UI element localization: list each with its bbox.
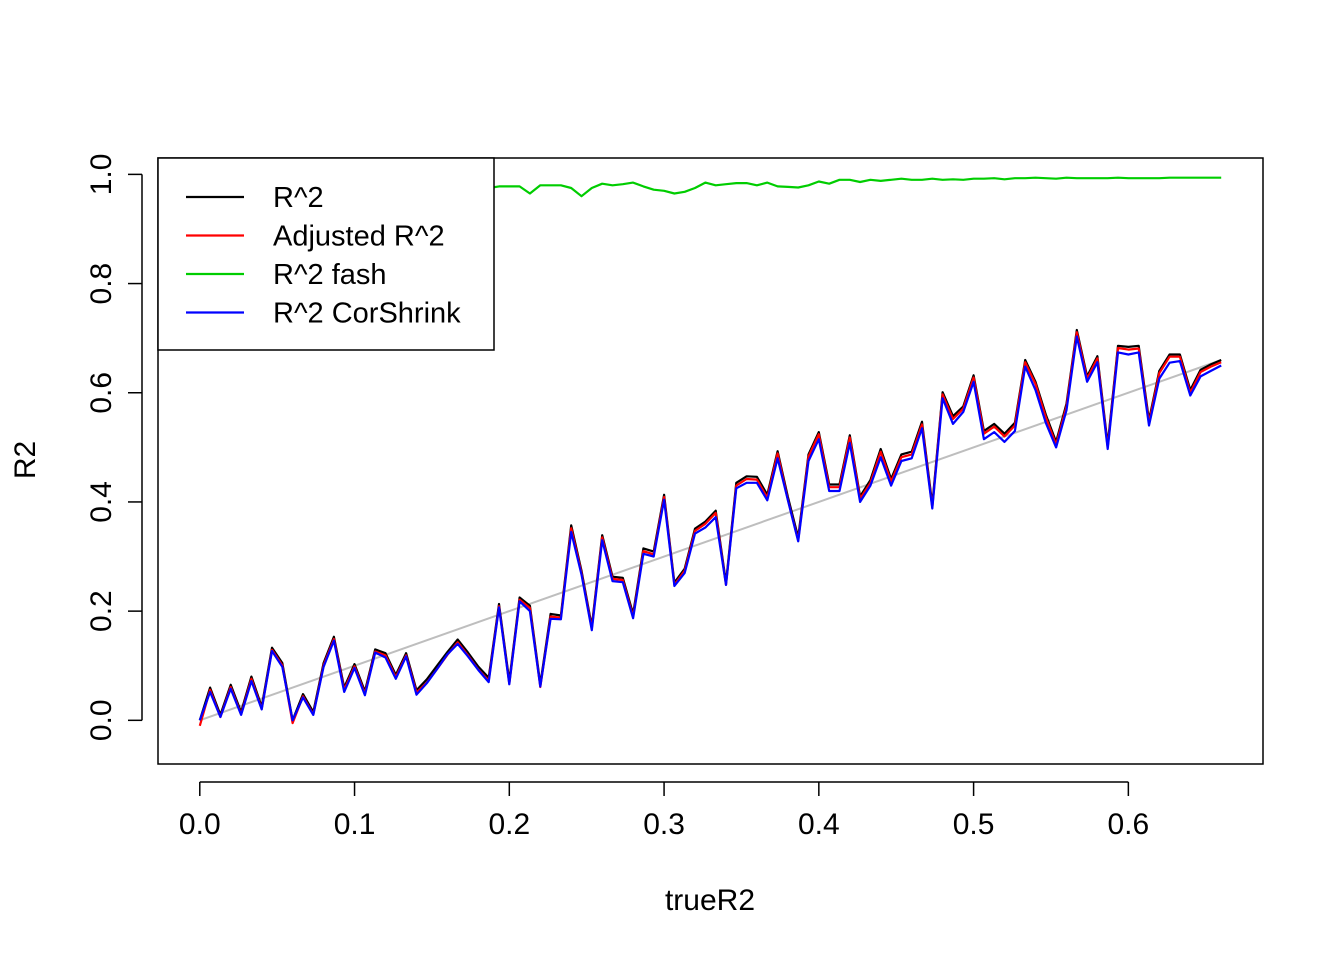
legend-entry-label: R^2 CorShrink (273, 298, 461, 330)
legend-box (157, 157, 495, 351)
y-tick-label: 0.4 (85, 481, 118, 523)
y-tick-label: 1.0 (85, 154, 118, 196)
series-line-r-2-corshrink (198, 335, 1222, 722)
x-axis-label: trueR2 (665, 884, 755, 917)
y-axis-label: R2 (9, 441, 42, 479)
plot-frame (157, 157, 1264, 765)
y-tick-label: 0.0 (85, 699, 118, 741)
legend: R^2 Adjusted R^2 R^2 fash R^2 CorShrink (157, 157, 495, 351)
x-tick-label: 0.0 (179, 808, 221, 841)
y-tick-label: 0.8 (85, 263, 118, 305)
x-tick-label: 0.3 (643, 808, 685, 841)
legend-entry-label: R^2 fash (273, 259, 387, 291)
legend-entry-label: Adjusted R^2 (273, 221, 445, 253)
x-tick-label: 0.5 (953, 808, 995, 841)
axes: 0.0 0.1 0.2 0.3 0.4 0.5 0.6 0.0 0.2 0.4 0.6 0.8 1.0 (85, 154, 1264, 841)
x-tick-label: 0.2 (488, 808, 530, 841)
y-tick-label: 0.6 (85, 372, 118, 414)
reference-line (199, 359, 1222, 722)
legend-entry-label: R^2 (273, 182, 324, 214)
x-tick-label: 0.6 (1107, 808, 1149, 841)
x-tick-label: 0.4 (798, 808, 840, 841)
y-tick-label: 0.2 (85, 590, 118, 632)
x-tick-label: 0.1 (334, 808, 376, 841)
